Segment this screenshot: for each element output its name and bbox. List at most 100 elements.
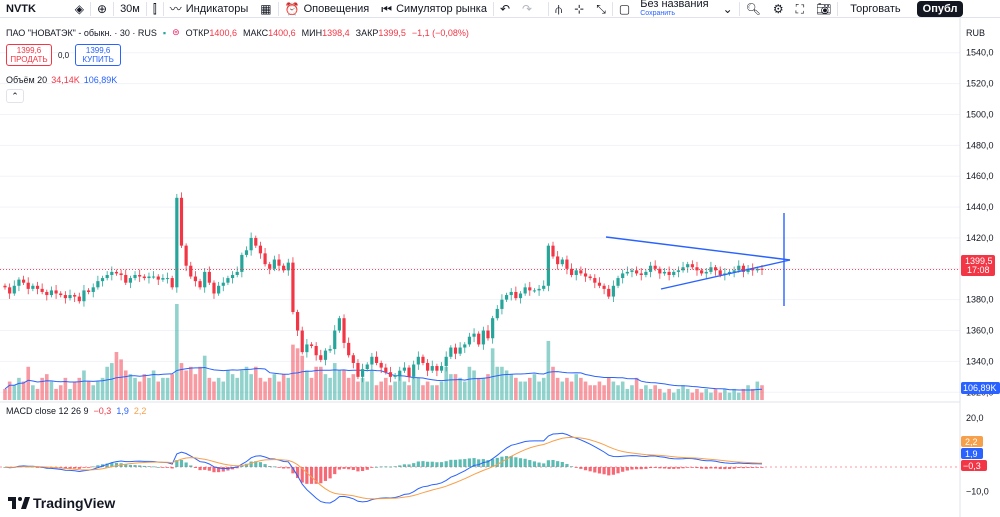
candle-body bbox=[203, 271, 207, 288]
candle-body bbox=[96, 281, 100, 288]
macd-hist-bar bbox=[509, 456, 513, 467]
volume-bar bbox=[425, 381, 430, 400]
layout-menu[interactable]: ▢ Без названия Сохранить ⌄ bbox=[613, 0, 739, 18]
volume-bar bbox=[40, 377, 44, 400]
buy-button[interactable]: 1399,6 КУПИТЬ bbox=[75, 44, 122, 66]
volume-legend[interactable]: Объём 20 34,14K 106,89K bbox=[6, 75, 117, 85]
volume-bar bbox=[165, 377, 170, 400]
replay-button[interactable]: ⏮ Симулятор рынка bbox=[375, 0, 493, 18]
price-tick-label: 1460,0 bbox=[966, 171, 994, 181]
candle-body bbox=[8, 287, 12, 294]
volume-bar bbox=[616, 385, 620, 400]
volume-bar bbox=[574, 374, 579, 400]
chart-canvas[interactable]: 1540,0 1520,0 1500,0 1480,0 1460,0 1440,0 1420… bbox=[0, 18, 1000, 517]
triangle-drawing[interactable] bbox=[605, 213, 791, 306]
divider bbox=[837, 1, 839, 16]
trade-button[interactable]: Торговать bbox=[838, 0, 912, 18]
macd-hist-bar bbox=[569, 466, 574, 468]
candle-body bbox=[91, 287, 95, 292]
candle-body bbox=[272, 259, 276, 269]
candle-body bbox=[467, 336, 472, 345]
volume-bar bbox=[332, 363, 337, 400]
search-button[interactable]: 🔍︎ bbox=[740, 0, 767, 18]
macd-hist-bar bbox=[402, 464, 406, 467]
volume-bar bbox=[7, 381, 12, 400]
volume-bar bbox=[741, 388, 746, 400]
compare-button[interactable]: ⊕ bbox=[91, 0, 113, 18]
macd-hist-bar bbox=[184, 462, 188, 467]
candle-body bbox=[681, 267, 685, 271]
interval-button[interactable]: 30м bbox=[114, 0, 146, 18]
publish-button[interactable]: Опубл bbox=[916, 0, 964, 17]
alerts-button[interactable]: ⏰ Оповещения bbox=[279, 0, 376, 18]
open-label: ОТКР bbox=[185, 27, 210, 38]
low-value: 1398,4 bbox=[322, 27, 350, 38]
volume-bar bbox=[509, 374, 514, 400]
macd-hist-bar bbox=[444, 461, 448, 467]
macd-hist-bar bbox=[583, 467, 588, 471]
drawing-tool-3[interactable]: ⤡ bbox=[590, 0, 612, 18]
candle-body bbox=[161, 278, 165, 280]
sell-button[interactable]: 1399,6 ПРОДАТЬ bbox=[6, 44, 52, 66]
macd-hist-bar bbox=[398, 465, 402, 467]
volume-bar bbox=[26, 366, 31, 400]
tradingview-logo[interactable]: TradingView bbox=[8, 495, 115, 511]
redo-button[interactable]: ↷ bbox=[516, 0, 538, 18]
volume-bar bbox=[77, 377, 82, 400]
volume-bar bbox=[291, 344, 295, 400]
chevron-down-icon: ⌄ bbox=[722, 1, 733, 16]
templates-button[interactable]: ▦ bbox=[254, 0, 277, 18]
candle-body bbox=[695, 267, 699, 271]
candle-body bbox=[226, 278, 230, 283]
macd-hist-bar bbox=[235, 467, 239, 469]
drawing-tool-1[interactable]: ⫛ bbox=[549, 0, 568, 18]
candle-body bbox=[384, 367, 388, 373]
macd-legend[interactable]: MACD close 12 26 9 −0,3 1,9 2,2 bbox=[6, 406, 146, 416]
legend-title[interactable]: ПАО "НОВАТЭК" - обыкн. · 30 · RUS bbox=[6, 27, 157, 38]
fullscreen-button[interactable]: ⛶ bbox=[790, 0, 810, 18]
macd-axis[interactable]: 20,0 −10,0 bbox=[966, 413, 989, 497]
macd-hist-bar bbox=[393, 466, 397, 468]
gear-icon: ⚙ bbox=[772, 1, 784, 16]
divider bbox=[162, 1, 164, 16]
candle-body bbox=[138, 274, 142, 277]
volume-bar bbox=[212, 381, 216, 400]
brand-name: TradingView bbox=[33, 495, 116, 511]
candle-body bbox=[667, 271, 671, 275]
triangle-lower-line[interactable] bbox=[660, 259, 791, 290]
snapshot-button[interactable]: 📷︎ bbox=[810, 0, 837, 18]
macd-tag-signal: 2,2 bbox=[965, 437, 978, 447]
indicators-button[interactable]: 〰 Индикаторы bbox=[164, 0, 255, 18]
macd-hist-bar bbox=[760, 467, 764, 468]
currency-label[interactable]: RUB bbox=[966, 28, 986, 38]
fullscreen-icon: ⛶ bbox=[795, 1, 805, 16]
macd-hist-bar bbox=[138, 465, 142, 467]
chart-type-button[interactable]: ⫿ bbox=[147, 0, 163, 18]
macd-hist-bar bbox=[268, 466, 272, 467]
macd-hist-bar bbox=[681, 467, 685, 469]
macd-hist-bar bbox=[263, 464, 267, 467]
drawing-tool-2[interactable]: ⊹ bbox=[568, 0, 590, 18]
triangle-upper-line[interactable] bbox=[605, 236, 791, 261]
volume-bars bbox=[3, 304, 764, 400]
price-tag-countdown: 17:08 bbox=[967, 265, 990, 275]
macd-hist-bar bbox=[588, 467, 592, 472]
macd-hist-bar bbox=[495, 457, 499, 467]
candle-body bbox=[616, 278, 620, 286]
macd-hist-bar bbox=[616, 467, 620, 474]
undo-button[interactable]: ↶ bbox=[494, 0, 516, 18]
macd-hist-bar bbox=[477, 459, 481, 467]
candle-body bbox=[486, 330, 490, 339]
macd-hist-bar bbox=[551, 459, 555, 467]
volume-bar bbox=[346, 377, 351, 400]
macd-line bbox=[4, 432, 763, 504]
macd-hist-bar bbox=[91, 466, 95, 468]
candle-body bbox=[662, 271, 667, 274]
volume-bar bbox=[258, 377, 263, 400]
volume-bar bbox=[750, 388, 755, 400]
settings-button[interactable]: ⚙ bbox=[767, 0, 790, 18]
collapse-legend-button[interactable]: ⌃ bbox=[6, 89, 24, 103]
volume-bar bbox=[397, 374, 402, 400]
symbol-search[interactable]: NVTK ◈ bbox=[0, 0, 90, 18]
macd-hist-bar bbox=[556, 461, 560, 467]
